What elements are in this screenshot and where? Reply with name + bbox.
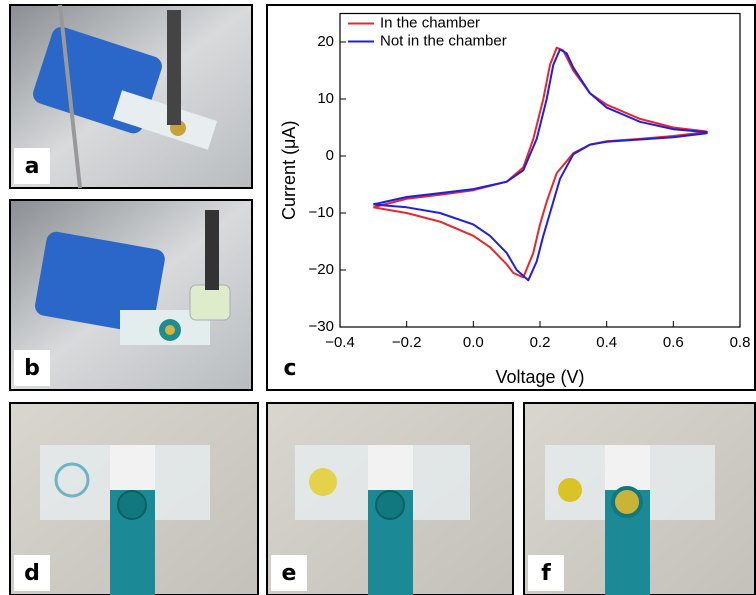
panel-label: a [25,154,40,179]
x-tick-label: 0.2 [530,334,551,351]
y-tick-label: −20 [309,261,334,278]
y-tick-label: −10 [309,204,334,221]
x-axis-label: Voltage (V) [495,367,584,387]
panel-label: b [24,356,40,381]
panel-label: f [541,561,551,586]
panel-label: e [282,561,297,586]
y-tick-label: 20 [317,33,334,50]
figure: −0.4 −0.2 0.0 0.2 0.4 0.6 0.8 −30 −20 −10 0 10 20 Vol… [0,0,756,595]
panel-label: d [24,561,40,586]
x-tick-label: 0.8 [730,334,751,351]
y-axis-label: Current (μA) [279,121,299,220]
legend-label: Not in the chamber [380,32,507,49]
x-tick-label: 0.4 [596,334,617,351]
x-tick-label: 0.6 [663,334,684,351]
x-tick-label: 0.0 [463,334,484,351]
y-tick-label: 10 [317,90,334,107]
x-tick-label: −0.2 [392,334,422,351]
x-tick-label: −0.4 [325,334,355,351]
y-tick-label: 0 [326,147,334,164]
legend-label: In the chamber [380,14,480,31]
y-tick-label: −30 [309,318,334,335]
panel-label: c [283,356,296,381]
